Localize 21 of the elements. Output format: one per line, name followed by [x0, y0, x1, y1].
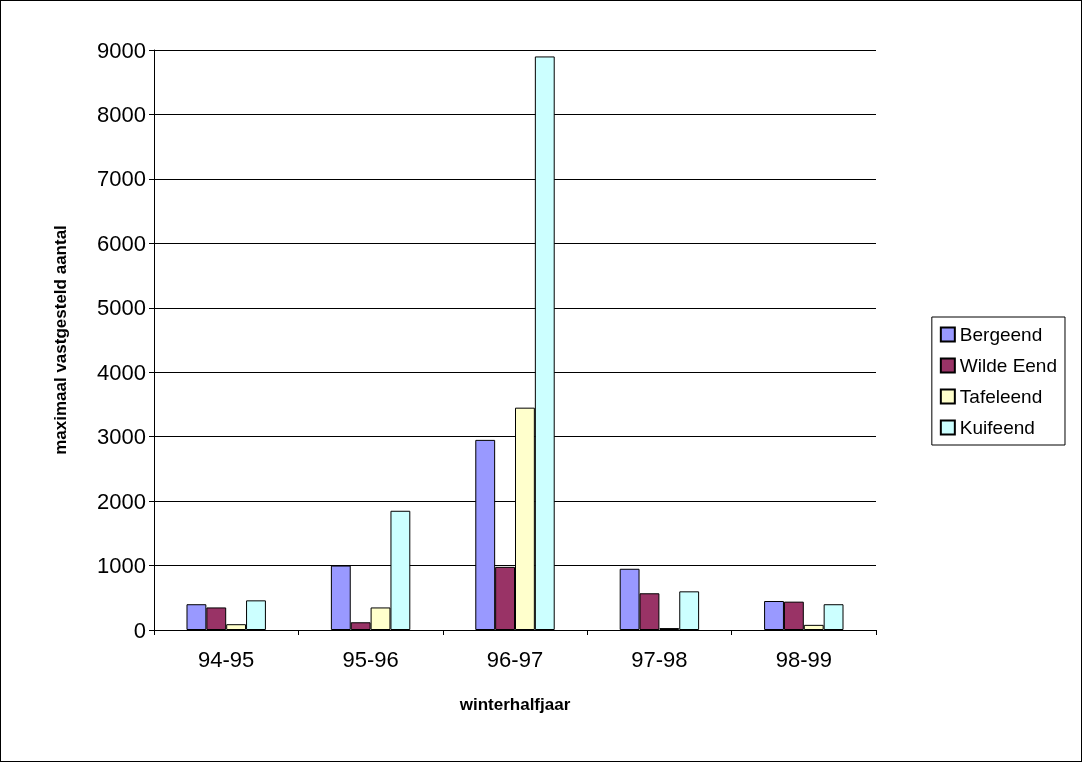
y-tick-label: 6000: [97, 230, 146, 256]
y-axis-title: maximaal vastgesteld aantal: [51, 225, 70, 455]
legend-label: Wilde Eend: [959, 355, 1058, 376]
y-tick-label: 5000: [97, 295, 146, 321]
y-tick-label: 2000: [97, 488, 146, 514]
x-tick-label: 94-95: [198, 646, 255, 672]
y-tick-label: 1000: [97, 553, 146, 579]
x-tick-label: 98-99: [775, 646, 832, 672]
legend-label: Bergeend: [959, 324, 1043, 345]
y-tick-label: 8000: [97, 101, 146, 127]
x-tick-label: 97-98: [631, 646, 688, 672]
y-tick-label: 3000: [97, 424, 146, 450]
x-tick-label: 95-96: [342, 646, 399, 672]
y-tick-label: 4000: [97, 359, 146, 385]
legend-label: Kuifeend: [959, 417, 1035, 438]
x-tick-label: 96-97: [486, 646, 544, 672]
y-tick-label: 0: [133, 617, 146, 643]
y-tick-label: 9000: [97, 37, 146, 63]
x-axis-title: winterhalfjaar: [458, 695, 571, 714]
y-tick-label: 7000: [97, 166, 146, 192]
legend-label: Tafeleend: [959, 386, 1043, 407]
